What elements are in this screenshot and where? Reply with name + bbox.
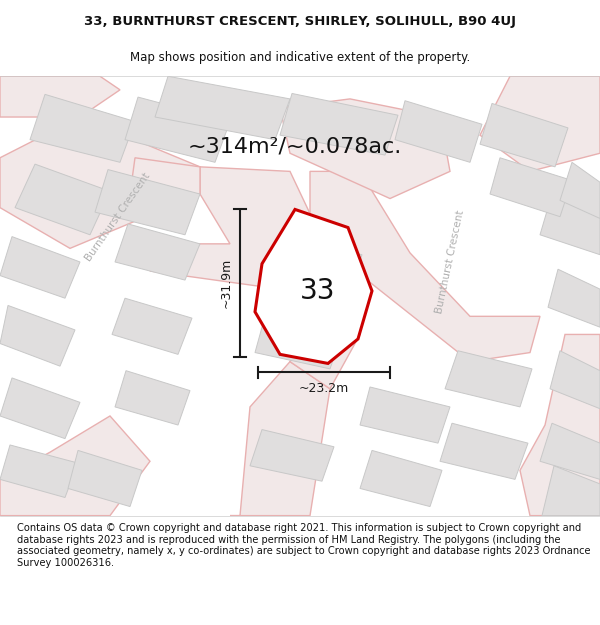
Polygon shape <box>0 306 75 366</box>
Polygon shape <box>68 451 142 507</box>
Polygon shape <box>560 162 600 219</box>
Polygon shape <box>480 103 568 167</box>
Polygon shape <box>112 298 192 354</box>
Polygon shape <box>550 351 600 409</box>
Polygon shape <box>130 158 200 194</box>
Polygon shape <box>255 316 342 369</box>
Polygon shape <box>255 209 372 363</box>
Polygon shape <box>360 387 450 443</box>
Polygon shape <box>490 158 572 217</box>
Polygon shape <box>0 117 200 248</box>
Polygon shape <box>0 378 80 439</box>
Polygon shape <box>30 94 135 162</box>
Polygon shape <box>280 94 398 155</box>
Polygon shape <box>115 224 200 280</box>
Text: Burnthurst Crescent: Burnthurst Crescent <box>434 209 466 314</box>
Text: ~23.2m: ~23.2m <box>299 382 349 395</box>
Polygon shape <box>310 171 540 362</box>
Text: 33: 33 <box>300 277 336 305</box>
Polygon shape <box>250 429 334 481</box>
Polygon shape <box>280 99 450 199</box>
Polygon shape <box>480 76 600 171</box>
Polygon shape <box>540 423 600 479</box>
Polygon shape <box>0 445 78 498</box>
Polygon shape <box>395 101 482 162</box>
Polygon shape <box>150 167 320 289</box>
Polygon shape <box>360 451 442 507</box>
Polygon shape <box>15 164 110 235</box>
Polygon shape <box>542 466 600 516</box>
Text: ~314m²/~0.078ac.: ~314m²/~0.078ac. <box>188 136 402 156</box>
Text: 33, BURNTHURST CRESCENT, SHIRLEY, SOLIHULL, B90 4UJ: 33, BURNTHURST CRESCENT, SHIRLEY, SOLIHU… <box>84 15 516 28</box>
Polygon shape <box>548 269 600 328</box>
Text: ~31.9m: ~31.9m <box>220 258 233 308</box>
Polygon shape <box>0 237 80 298</box>
Text: Burnthurst Crescent: Burnthurst Crescent <box>83 171 152 262</box>
Polygon shape <box>230 362 330 516</box>
Text: Contains OS data © Crown copyright and database right 2021. This information is : Contains OS data © Crown copyright and d… <box>17 523 590 568</box>
Polygon shape <box>520 334 600 516</box>
Polygon shape <box>95 169 200 235</box>
Polygon shape <box>115 371 190 425</box>
Text: Map shows position and indicative extent of the property.: Map shows position and indicative extent… <box>130 51 470 64</box>
Polygon shape <box>440 423 528 479</box>
Polygon shape <box>445 351 532 407</box>
Polygon shape <box>155 76 290 139</box>
Polygon shape <box>0 416 150 516</box>
Polygon shape <box>290 308 360 389</box>
Polygon shape <box>0 76 120 117</box>
Polygon shape <box>125 97 230 162</box>
Polygon shape <box>270 237 362 291</box>
Polygon shape <box>540 194 600 255</box>
